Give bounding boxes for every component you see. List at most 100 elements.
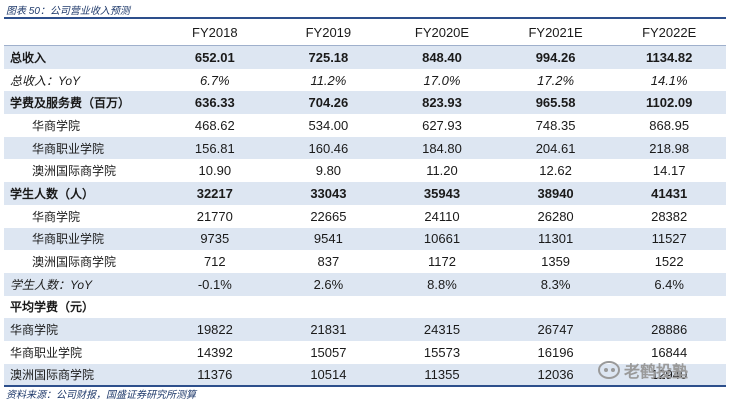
table-cell: 8.3% [540, 276, 571, 292]
table-cell: 837 [317, 254, 340, 270]
row-label: 总收入 [10, 50, 47, 65]
table-cell: 1522 [654, 254, 684, 270]
row-label: 华商职业学院 [10, 345, 83, 360]
table-cell: 184.80 [422, 140, 462, 156]
table-cell: 28382 [651, 208, 688, 224]
row-label: 华商学院 [32, 118, 81, 133]
row-label: 澳洲国际商学院 [32, 255, 117, 270]
table-cell: 11.2% [310, 72, 347, 88]
table-cell: 1359 [541, 254, 571, 270]
row-label: 华商学院 [10, 323, 59, 338]
table-row: 澳洲国际商学院 712 837 1172 1359 1522 [4, 250, 726, 273]
table-cell: 823.93 [422, 95, 462, 111]
table-cell: 725.18 [308, 49, 349, 65]
table-cell: 627.93 [422, 117, 462, 133]
table-cell: 26280 [537, 208, 574, 224]
table-cell: 14.1% [650, 72, 688, 88]
table-cell: 15573 [423, 344, 461, 360]
header-fy2021e: FY2021E [528, 24, 583, 40]
table-cell: 156.81 [194, 140, 235, 156]
table-cell: 965.58 [535, 95, 576, 111]
header-fy2020e: FY2020E [414, 24, 470, 40]
header-fy2019: FY2019 [305, 24, 352, 40]
table-cell: 534.00 [308, 117, 349, 133]
table-cell: 26747 [537, 322, 574, 338]
wechat-icon [598, 361, 620, 379]
table-row: 华商职业学院 14392 15057 15573 16196 16844 [4, 341, 726, 364]
watermark-text: 老鹤投塾 [624, 364, 689, 381]
table-cell: 22665 [310, 208, 347, 224]
forecast-table: 总收入 652.01 725.18 848.40 994.26 1134.82 总收入：Yo… [4, 46, 726, 387]
table-cell: 16844 [651, 344, 688, 360]
row-label: 总收入：YoY [10, 73, 81, 88]
table-cell: 9.80 [315, 163, 342, 179]
table-cell: 11527 [651, 231, 687, 247]
table-cell: 218.98 [649, 140, 690, 156]
table-row: 平均学费（元） [4, 296, 726, 319]
table-cell: 9541 [313, 231, 343, 247]
table-cell: 748.35 [535, 117, 576, 133]
table-cell: 15057 [310, 344, 347, 360]
source-note: 资料来源：公司财报，国盛证券研究所测算 [6, 390, 196, 401]
table-cell: 868.95 [649, 117, 690, 133]
table-cell: 24110 [424, 208, 460, 224]
row-label: 澳洲国际商学院 [10, 368, 95, 383]
row-label: 华商学院 [32, 209, 81, 224]
table-cell: 204.61 [535, 140, 576, 156]
table-cell: 1102.09 [646, 95, 693, 111]
header-rule [4, 45, 726, 46]
watermark: 老鹤投塾 [598, 358, 688, 382]
row-label: 学生人数：YoY [10, 277, 93, 292]
row-label: 学费及服务费（百万） [10, 96, 131, 111]
table-cell: 6.4% [654, 276, 684, 292]
table-cell: 19822 [196, 322, 233, 338]
table-row: 华商职业学院 156.81 160.46 184.80 204.61 218.98 [4, 136, 726, 160]
row-label: 平均学费（元） [10, 300, 95, 315]
table-cell: 21831 [310, 322, 347, 338]
table-cell: 636.33 [194, 95, 235, 111]
table-cell: 14.17 [652, 163, 686, 179]
row-label: 学生人数（人） [10, 186, 95, 201]
table-cell: 11.20 [426, 163, 458, 179]
row-label: 澳洲国际商学院 [32, 164, 117, 179]
table-cell: 10.90 [198, 163, 232, 179]
table-cell: 24315 [423, 322, 461, 338]
row-label: 华商职业学院 [32, 232, 105, 247]
table-row: 总收入：YoY 6.7% 11.2% 17.0% 17.2% 14.1% [4, 69, 726, 92]
table-cell: 2.6% [313, 276, 344, 292]
table-row: 学生人数：YoY -0.1% 2.6% 8.8% 8.3% 6.4% [4, 272, 726, 296]
table-cell: 9735 [200, 231, 230, 247]
table-row: 学生人数（人） 32217 33043 35943 38940 41431 [4, 182, 726, 205]
table-row: 华商学院 468.62 534.00 627.93 748.35 868.95 [4, 114, 726, 137]
table-cell: 652.01 [194, 49, 235, 65]
table-row: 总收入 652.01 725.18 848.40 994.26 1134.82 [4, 46, 726, 69]
table-cell: 12.62 [539, 163, 572, 179]
top-rule [4, 17, 726, 19]
table-row: 华商学院 21770 22665 24110 26280 28382 [4, 205, 726, 228]
table-cell: 11301 [537, 231, 574, 247]
table-cell: 848.40 [422, 49, 462, 65]
table-cell: 38940 [537, 185, 574, 201]
table-cell: 32217 [196, 185, 233, 201]
table-cell: 994.26 [535, 49, 576, 65]
table-cell: 11376 [197, 367, 233, 383]
table-row: 学费及服务费（百万） 636.33 704.26 823.93 965.58 1102.0… [4, 91, 726, 115]
figure-caption: 图表 50：公司营业收入预测 [6, 6, 130, 17]
table-row: 澳洲国际商学院 10.90 9.80 11.20 12.62 14.17 [4, 159, 726, 182]
table-row: 澳洲国际商学院 11376 10514 11355 12036 12940 [4, 363, 726, 387]
table-cell: 35943 [423, 185, 461, 201]
table-header: FY2018 FY2019 FY2020E FY2021E FY2022E [4, 19, 726, 45]
table-row: 华商职业学院 9735 9541 10661 11301 11527 [4, 227, 726, 251]
table-cell: -0.1% [197, 276, 232, 292]
table-cell: 10514 [310, 367, 347, 383]
table-cell: 33043 [310, 185, 347, 201]
table-cell: 41431 [651, 185, 688, 201]
table-cell: 1172 [428, 254, 456, 270]
header-fy2022e: FY2022E [642, 24, 697, 40]
table-cell: 12940 [651, 367, 688, 383]
table-cell: 10661 [423, 231, 461, 247]
table-cell: 17.2% [537, 72, 575, 88]
table-cell: 21770 [196, 208, 233, 224]
table-cell: 11355 [424, 367, 460, 383]
table-cell: 704.26 [308, 95, 349, 111]
